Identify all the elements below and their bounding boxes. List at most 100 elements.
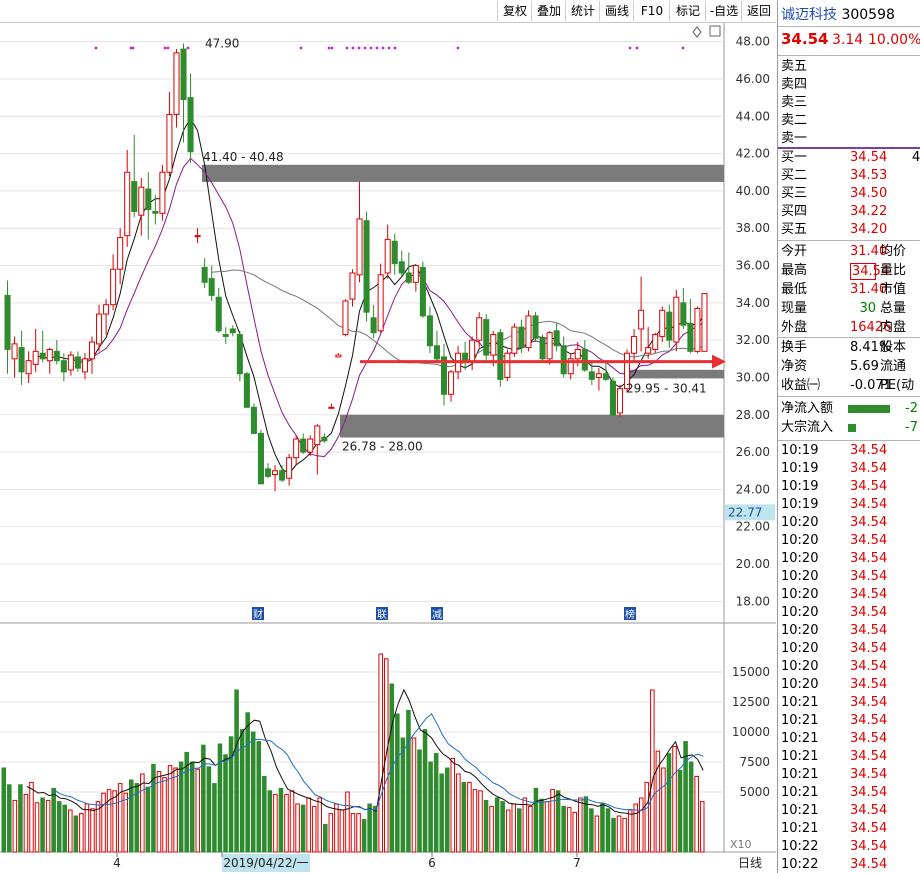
toolbar-button-remove-watchlist[interactable]: -自选: [705, 1, 742, 21]
volume-bar: [489, 805, 494, 853]
volume-bar: [683, 741, 688, 853]
flow-bar: [848, 424, 856, 432]
volume-bar: [79, 813, 84, 853]
volume-bar: [627, 809, 633, 853]
candle-body: [293, 438, 300, 459]
order-label: 买二: [781, 168, 808, 183]
volume-bar: [622, 817, 627, 853]
volume-bar: [638, 797, 644, 853]
candle-body: [159, 171, 166, 214]
tick-price: 34.54: [850, 497, 888, 512]
price-tick-label: 34.00: [736, 296, 770, 310]
stat-label: PE(动: [880, 378, 915, 393]
volume-bar: [45, 799, 51, 853]
volume-bar: [472, 789, 478, 853]
event-marker: 联: [377, 609, 387, 621]
tick-time: 10:20: [781, 569, 819, 584]
volume-bar: [311, 805, 317, 853]
stat-value: 30: [859, 301, 876, 316]
tick-time: 10:20: [781, 551, 819, 566]
tick-row: 10:20 34.54: [778, 676, 920, 694]
tick-price: 34.54: [850, 749, 888, 764]
tick-price: 34.54: [850, 839, 888, 854]
tick-price: 34.54: [850, 605, 888, 620]
signal-dot: [456, 46, 460, 50]
zone-top-label: 41.40 - 40.48: [203, 150, 284, 164]
price-tick-label: 44.00: [736, 109, 770, 123]
candle-body: [110, 268, 117, 306]
stat-label: 股本: [880, 340, 907, 355]
flow-value: -2: [905, 401, 918, 416]
volume-bar: [406, 709, 411, 853]
volume-bar: [555, 790, 561, 853]
volume-bar: [644, 781, 650, 853]
event-marker-bg: [431, 607, 443, 620]
candle-body: [525, 315, 532, 349]
tick-row: 10:20 34.54: [778, 658, 920, 676]
volume-bar: [267, 790, 273, 853]
tick-time: 10:21: [781, 713, 819, 728]
kline-chart[interactable]: 48.00 46.00 44.00 42.00 40.00 38.00 36.00 34.00…: [0, 22, 776, 873]
toolbar-button-statistics[interactable]: 统计: [565, 1, 600, 21]
signal-dot: [369, 46, 373, 50]
signal-dot: [299, 46, 303, 50]
candle-body: [581, 348, 588, 371]
event-marker-bg: [624, 607, 636, 620]
toolbar-button-draw-line[interactable]: 画线: [599, 1, 634, 21]
toolbar-button-back[interactable]: 返回: [741, 1, 776, 21]
volume-bar: [140, 773, 145, 853]
toolbar-button-overlay[interactable]: 叠加: [531, 1, 566, 21]
candle-body: [398, 261, 405, 274]
volume-tick-label: 7500: [739, 755, 770, 769]
volume-unit-label: X10: [730, 838, 752, 851]
support-zone-mid: [624, 369, 724, 379]
tick-row: 10:20 34.54: [778, 532, 920, 550]
order-row-buy: 买四 34.22: [778, 203, 920, 221]
volume-bar: [295, 803, 300, 853]
volume-bar: [128, 779, 134, 853]
order-label: 卖三: [781, 95, 808, 110]
tick-time: 10:20: [781, 641, 819, 656]
volume-bar: [7, 784, 12, 853]
candle-body: [335, 354, 342, 358]
volume-bar: [433, 753, 439, 853]
candle-body: [391, 240, 398, 265]
tick-price: 34.54: [850, 515, 888, 530]
tick-price: 34.54: [850, 479, 888, 494]
tick-price: 34.54: [850, 623, 888, 638]
signal-dot: [163, 46, 167, 50]
volume-bar: [256, 741, 262, 853]
volume-tick-label: 15000: [732, 665, 770, 679]
volume-bar: [106, 789, 112, 853]
event-marker: 榜: [625, 608, 635, 621]
candle-body: [602, 373, 609, 380]
stat-value: 16426: [850, 320, 892, 335]
tick-row: 10:19 34.54: [778, 460, 920, 478]
candle-body: [173, 52, 180, 115]
volume-bar: [550, 789, 555, 853]
volume-bar: [250, 731, 256, 853]
tick-price: 34.54: [850, 803, 888, 818]
signal-dot: [363, 46, 367, 50]
order-price: 34.50: [850, 186, 888, 201]
price-tick-label: 36.00: [736, 259, 770, 273]
tick-row: 10:21 34.54: [778, 784, 920, 802]
signal-dot: [628, 46, 632, 50]
candle-body: [342, 300, 349, 336]
volume-bar: [217, 743, 223, 853]
toolbar-button-mark[interactable]: 标记: [669, 1, 706, 21]
ratio-stat-row: 净资 5.69 流通: [778, 358, 920, 376]
ratio-stat-row: 收益㈠ -0.071 PE(动: [778, 377, 920, 395]
tick-row: 10:21 34.54: [778, 712, 920, 730]
volume-bar: [605, 808, 611, 853]
candle-body: [201, 266, 208, 283]
support-resistance-zones: [202, 164, 724, 438]
tick-price: 34.54: [850, 659, 888, 674]
toolbar-button-f10[interactable]: F10: [633, 1, 670, 21]
candle-body: [666, 311, 673, 341]
support-zone-low: [340, 414, 724, 438]
toolbar-button-restore-rights[interactable]: 复权: [497, 1, 532, 21]
candle-body: [124, 171, 131, 237]
order-row-buy: 买二 34.53: [778, 167, 920, 185]
candle-body: [349, 272, 356, 300]
